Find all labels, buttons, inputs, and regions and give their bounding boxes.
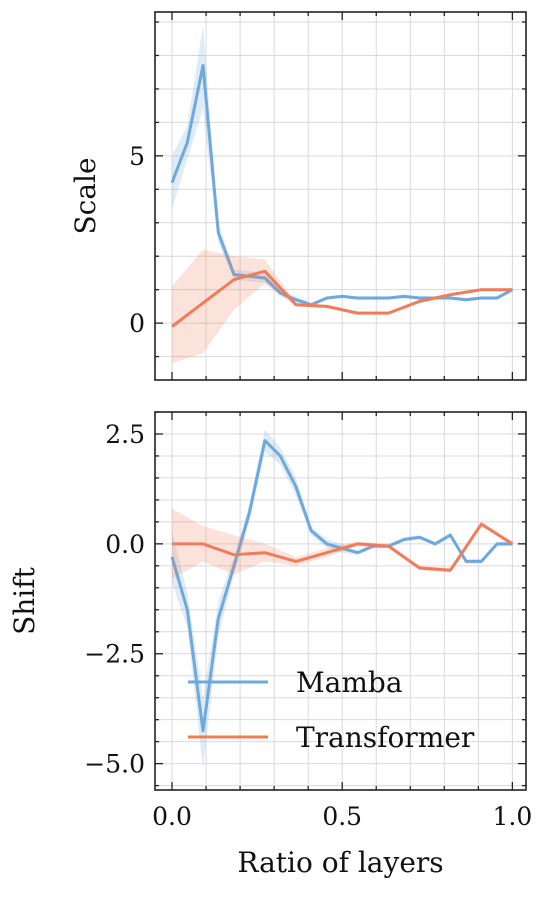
legend: Mamba Transformer xyxy=(188,666,475,754)
axes-frame xyxy=(154,411,527,791)
x-axis-label: Ratio of layers xyxy=(237,846,443,879)
legend-label-mamba: Mamba xyxy=(296,666,403,699)
series-line-transformer xyxy=(172,522,514,572)
y-tick-label: 0.0 xyxy=(105,530,145,559)
y-axis-label: Shift xyxy=(8,566,41,635)
shift-panel: −5.0 −2.5 0.0 2.5 0.0 0.5 1.0 Shift Ratio of lay… xyxy=(8,411,533,879)
scale-panel: 0 5 Scale xyxy=(69,11,527,381)
x-tick-label: 1.0 xyxy=(493,802,533,831)
y-tick-label: −5.0 xyxy=(84,750,145,779)
series-line-mamba xyxy=(170,64,514,307)
series-band-mamba xyxy=(172,429,513,768)
ticks xyxy=(155,411,526,790)
series-band-transformer xyxy=(172,508,513,579)
x-tick-label: 0.0 xyxy=(152,802,192,831)
axes-frame xyxy=(154,11,527,381)
grid xyxy=(155,411,526,790)
y-axis-label: Scale xyxy=(69,157,102,234)
y-tick-label: −2.5 xyxy=(84,640,145,669)
y-tick-label: 5 xyxy=(129,142,145,171)
series-line-transformer xyxy=(171,269,513,328)
y-tick-label: 0 xyxy=(129,309,145,338)
series-band-transformer xyxy=(172,249,513,364)
y-tick-label: 2.5 xyxy=(105,420,145,449)
legend-label-transformer: Transformer xyxy=(296,721,475,754)
x-tick-label: 0.5 xyxy=(322,802,362,831)
ticks xyxy=(155,12,526,380)
grid xyxy=(155,12,526,380)
